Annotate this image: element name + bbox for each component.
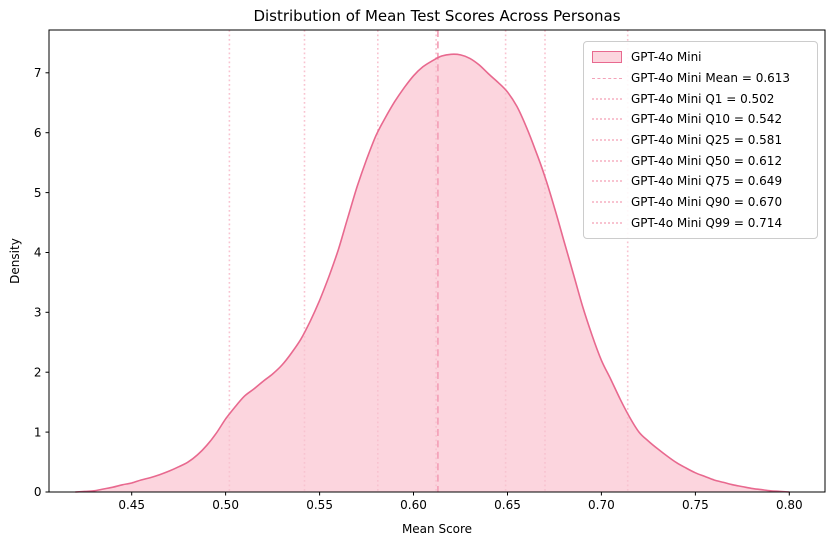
x-tick-label: 0.65 — [494, 498, 521, 512]
y-tick-label: 1 — [34, 425, 42, 439]
x-tick-label: 0.50 — [212, 498, 239, 512]
x-tick-label: 0.60 — [400, 498, 427, 512]
y-tick-label: 6 — [34, 126, 42, 140]
legend-label: GPT-4o Mini Mean = 0.613 — [631, 71, 791, 86]
legend-label: GPT-4o Mini Q75 = 0.649 — [631, 174, 783, 189]
legend-label: GPT-4o Mini — [631, 50, 702, 65]
legend-label: GPT-4o Mini Q25 = 0.581 — [631, 133, 783, 148]
legend-label: GPT-4o Mini Q1 = 0.502 — [631, 91, 775, 106]
legend-entry-q50: GPT-4o Mini Q50 = 0.612 — [592, 150, 809, 171]
legend-entry-series: GPT-4o Mini — [592, 47, 809, 68]
x-tick-label: 0.55 — [306, 498, 333, 512]
legend-dotted-line-sample — [592, 97, 622, 100]
legend-entry-mean: GPT-4o Mini Mean = 0.613 — [592, 68, 809, 89]
legend-patch-swatch — [592, 51, 622, 64]
y-tick-label: 0 — [34, 485, 42, 499]
legend-dashed-line-sample — [592, 77, 622, 79]
x-tick-label: 0.70 — [588, 498, 615, 512]
legend-dotted-line-sample — [592, 201, 622, 204]
legend-dotted-line-sample — [592, 118, 622, 121]
legend-entry-q75: GPT-4o Mini Q75 = 0.649 — [592, 171, 809, 192]
y-tick-label: 3 — [34, 306, 42, 320]
kde-curve — [75, 53, 790, 493]
x-tick-label: 0.75 — [682, 498, 709, 512]
legend-entry-q1: GPT-4o Mini Q1 = 0.502 — [592, 88, 809, 109]
chart-title: Distribution of Mean Test Scores Across … — [253, 7, 621, 25]
legend-box: GPT-4o Mini GPT-4o Mini Mean = 0.613 GPT… — [583, 41, 818, 240]
x-tick-label: 0.80 — [776, 498, 803, 512]
legend-entry-q90: GPT-4o Mini Q90 = 0.670 — [592, 192, 809, 213]
legend-dotted-line-sample — [592, 139, 622, 142]
legend-label: GPT-4o Mini Q99 = 0.714 — [631, 215, 783, 230]
x-axis-label: Mean Score — [401, 522, 473, 536]
y-axis-label: Density — [8, 238, 22, 284]
y-tick-label: 2 — [34, 365, 42, 379]
legend-dotted-line-sample — [592, 180, 622, 183]
legend-entry-q99: GPT-4o Mini Q99 = 0.714 — [592, 213, 809, 234]
legend-label: GPT-4o Mini Q10 = 0.542 — [631, 112, 783, 127]
y-tick-label: 4 — [34, 246, 42, 260]
y-tick-label: 5 — [34, 186, 42, 200]
legend-label: GPT-4o Mini Q50 = 0.612 — [631, 153, 783, 168]
legend-dotted-line-sample — [592, 159, 622, 162]
x-tick-label: 0.45 — [118, 498, 145, 512]
plot-border — [48, 29, 826, 493]
y-tick-label: 7 — [34, 66, 42, 80]
legend-label: GPT-4o Mini Q90 = 0.670 — [631, 195, 783, 210]
legend-entry-q25: GPT-4o Mini Q25 = 0.581 — [592, 130, 809, 151]
legend-dotted-line-sample — [592, 221, 622, 224]
legend-entry-q10: GPT-4o Mini Q10 = 0.542 — [592, 109, 809, 130]
kde-fill-area — [75, 54, 790, 492]
